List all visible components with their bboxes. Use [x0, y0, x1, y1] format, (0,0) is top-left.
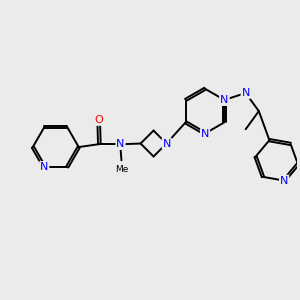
Text: N: N — [201, 129, 209, 139]
Text: N: N — [163, 139, 171, 148]
Text: Me: Me — [115, 165, 128, 174]
Text: N: N — [220, 95, 229, 105]
Text: O: O — [94, 115, 103, 125]
Text: N: N — [116, 139, 125, 149]
Text: N: N — [242, 88, 250, 98]
Text: N: N — [280, 176, 288, 186]
Text: N: N — [40, 162, 49, 172]
Text: N: N — [220, 95, 229, 105]
